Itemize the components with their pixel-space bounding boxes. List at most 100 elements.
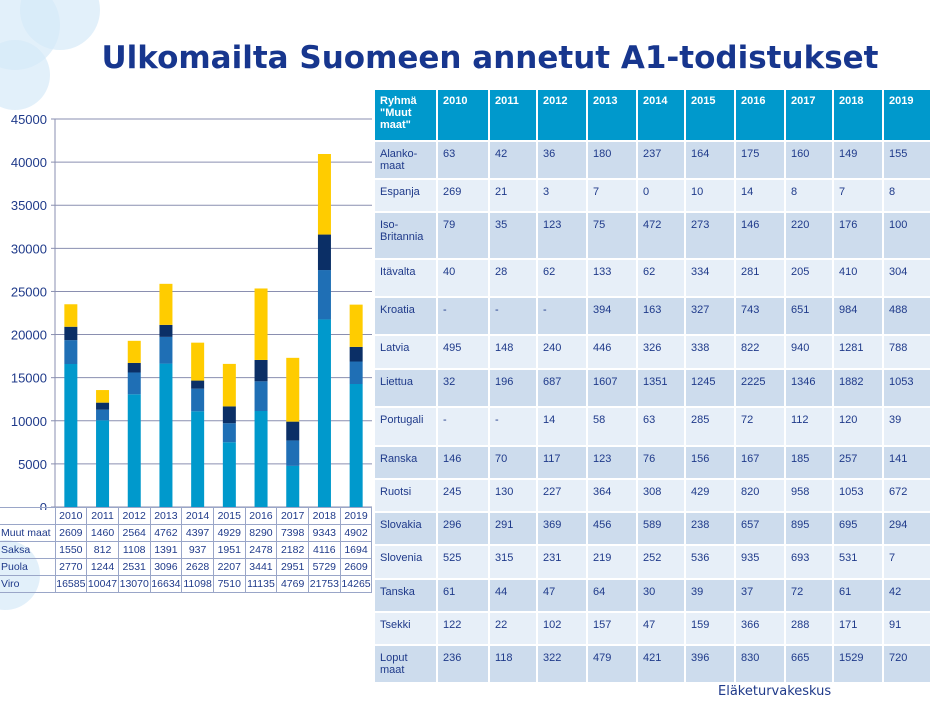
value-cell: 40 — [438, 260, 488, 296]
value-cell: 37 — [736, 580, 784, 611]
value-cell: 185 — [786, 447, 832, 478]
value-cell: 32 — [438, 370, 488, 406]
value-cell: 1351 — [638, 370, 684, 406]
value-cell: 196 — [490, 370, 536, 406]
value-cell: 812 — [86, 541, 119, 559]
country-label: Tsekki — [375, 613, 436, 644]
value-cell: 720 — [884, 646, 930, 682]
value-cell: 338 — [686, 336, 734, 368]
value-cell: 72 — [736, 408, 784, 445]
value-cell: 294 — [884, 513, 930, 544]
value-cell: 28 — [490, 260, 536, 296]
value-cell: 238 — [686, 513, 734, 544]
bar-puola-2012 — [127, 372, 141, 395]
bar-viro-2011 — [96, 420, 110, 507]
bar-muut-maat-2012 — [127, 340, 141, 363]
value-cell: 285 — [686, 408, 734, 445]
value-cell: 10 — [686, 180, 734, 211]
value-cell: 133 — [588, 260, 636, 296]
table-row: Loput maat 236 118 322 479 421 396 830 665 1529 72… — [375, 646, 930, 682]
value-cell: 935 — [736, 546, 784, 578]
bar-viro-2019 — [349, 384, 363, 507]
value-cell: 91 — [884, 613, 930, 644]
bar-viro-2010 — [64, 364, 78, 507]
table-row: Latvia 495 148 240 446 326 338 822 940 1281 788 — [375, 336, 930, 368]
value-cell: 366 — [736, 613, 784, 644]
series-label: Viro — [0, 575, 56, 593]
value-cell: 472 — [638, 213, 684, 258]
value-cell: 21753 — [308, 575, 341, 593]
bar-muut-maat-2017 — [286, 357, 300, 422]
value-cell: 7 — [884, 546, 930, 578]
bar-puola-2019 — [349, 361, 363, 385]
value-cell: 322 — [538, 646, 586, 682]
value-cell: 180 — [588, 142, 636, 178]
value-cell: 11135 — [244, 575, 278, 593]
value-cell: 2182 — [276, 541, 309, 559]
value-cell: 479 — [588, 646, 636, 682]
table-row: Slovenia 525 315 231 219 252 536 935 693 531 7 — [375, 546, 930, 578]
value-cell: 167 — [736, 447, 784, 478]
bar-puola-2014 — [191, 388, 205, 412]
value-cell: 75 — [588, 213, 636, 258]
value-cell: 164 — [686, 142, 734, 178]
bar-muut-maat-2019 — [349, 304, 363, 347]
value-cell: 148 — [490, 336, 536, 368]
table-row: Muut maat 2609 1460 2564 4762 4397 4929 8290 739… — [0, 524, 373, 542]
value-cell: 236 — [438, 646, 488, 682]
value-cell: 63 — [638, 408, 684, 445]
value-cell: 30 — [638, 580, 684, 611]
source-label: Eläketurvakeskus — [718, 684, 832, 699]
value-cell: 76 — [638, 447, 684, 478]
value-cell: 146 — [736, 213, 784, 258]
value-cell: 281 — [736, 260, 784, 296]
value-cell: 47 — [638, 613, 684, 644]
header-cell: 2012 — [538, 90, 586, 140]
table-row: Iso-Britannia 79 35 123 75 472 273 146 220 176 100 — [375, 213, 930, 258]
value-cell: 176 — [834, 213, 882, 258]
value-cell: 14 — [736, 180, 784, 211]
bar-saksa-2017 — [286, 421, 300, 441]
page-title: Ulkomailta Suomeen annetut A1-todistukse… — [101, 40, 879, 76]
value-cell: 159 — [686, 613, 734, 644]
value-cell: 42 — [490, 142, 536, 178]
table-row: Tanska 61 44 47 64 30 39 37 72 61 42 — [375, 580, 930, 611]
value-cell: 308 — [638, 480, 684, 511]
header-cell: 2011 — [490, 90, 536, 140]
bar-muut-maat-2011 — [96, 390, 110, 403]
table-row: Portugali - -14 58 63 285 72 112 120 39 — [375, 408, 930, 445]
value-cell: 62 — [638, 260, 684, 296]
value-cell: 155 — [884, 142, 930, 178]
value-cell: 1607 — [588, 370, 636, 406]
value-cell: 288 — [786, 613, 832, 644]
y-tick-label: 20000 — [11, 328, 47, 343]
value-cell: 237 — [638, 142, 684, 178]
value-cell: 334 — [686, 260, 734, 296]
value-cell: 456 — [588, 513, 636, 544]
value-cell: 4397 — [181, 524, 214, 542]
value-cell: 1053 — [884, 370, 930, 406]
value-cell: 326 — [638, 336, 684, 368]
table-row: Ranska 146 70 117 123 76 156 167 185 257 141 — [375, 447, 930, 478]
value-cell: 130 — [490, 480, 536, 511]
value-cell: 651 — [786, 298, 832, 334]
value-cell: 61 — [834, 580, 882, 611]
value-cell: 4762 — [149, 524, 183, 542]
value-cell: 42 — [884, 580, 930, 611]
country-label: Kroatia — [375, 298, 436, 334]
value-cell: 36 — [538, 142, 586, 178]
header-cell: 2019 — [884, 90, 930, 140]
value-cell: 410 — [834, 260, 882, 296]
value-cell: 10047 — [86, 575, 119, 593]
value-cell: 8290 — [244, 524, 278, 542]
bar-viro-2012 — [127, 394, 141, 507]
value-cell: 273 — [686, 213, 734, 258]
table-row: Liettua 32 196 687 1607 1351 1245 2225 1346 1882 1… — [375, 370, 930, 406]
table-row: Espanja 269 21 3 7 0 10 14 8 7 8 — [375, 180, 930, 211]
year-cell: 2010 — [54, 507, 88, 525]
value-cell: 21 — [490, 180, 536, 211]
value-cell: 958 — [786, 480, 832, 511]
value-cell: 7398 — [276, 524, 309, 542]
table-row: Saksa 1550 812 1108 1391 937 1951 2478 2182 4116 1… — [0, 541, 373, 559]
bar-muut-maat-2018 — [317, 153, 331, 235]
